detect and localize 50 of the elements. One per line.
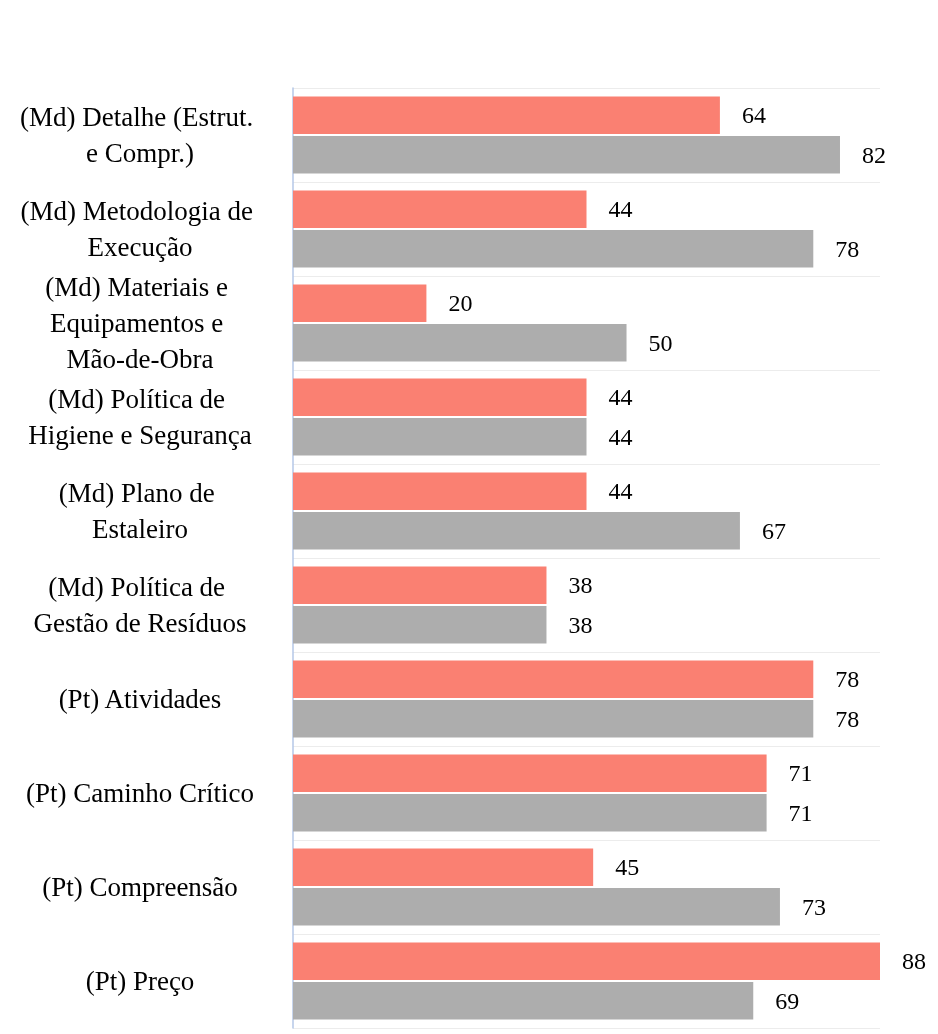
y-tick-label: (Md) Política de Gestão de Resíduos — [33, 572, 247, 638]
bar — [293, 848, 594, 887]
data-label: 50 — [648, 329, 673, 356]
bar — [293, 660, 814, 699]
data-label: 38 — [568, 611, 593, 638]
y-tick-label: (Pt) Preço — [85, 966, 195, 996]
data-label: 44 — [608, 384, 633, 411]
y-tick-label: (Pt) Compreensão — [42, 872, 238, 902]
bar — [293, 605, 547, 644]
data-label: 69 — [775, 987, 800, 1014]
bar — [293, 323, 627, 362]
data-label: 64 — [741, 102, 766, 129]
bar — [293, 284, 427, 323]
data-label: 71 — [788, 799, 813, 826]
data-label: 71 — [788, 760, 813, 787]
bar — [293, 190, 587, 229]
data-label: 78 — [835, 705, 860, 732]
bar — [293, 981, 754, 1020]
y-tick-label: (Pt) Caminho Crítico — [26, 778, 254, 808]
data-label: 44 — [608, 423, 633, 450]
y-tick-label: (Md) Detalhe (Estrut. e Compr.) — [20, 102, 260, 168]
y-tick-label: (Pt) Atividades — [58, 684, 222, 714]
bar — [293, 472, 587, 511]
bar — [293, 793, 767, 832]
bar — [293, 699, 814, 738]
data-label: 44 — [608, 196, 633, 223]
data-label: 38 — [568, 572, 593, 599]
data-label: 20 — [448, 290, 473, 317]
bar — [293, 754, 767, 793]
bar — [293, 96, 720, 135]
data-label: 88 — [902, 948, 926, 975]
y-tick-label: (Md) Materiais e Equipamentos e Mão-de-Obra — [45, 272, 235, 374]
y-tick-label: (Md) Política de Higiene e Segurança — [28, 384, 252, 450]
y-tick-label: (Md) Metodologia de Execução — [20, 196, 260, 262]
data-label: 44 — [608, 478, 633, 505]
bar — [293, 887, 780, 926]
data-label: 82 — [861, 141, 886, 168]
bar — [293, 511, 740, 550]
bar — [293, 229, 814, 268]
bar — [293, 378, 587, 417]
y-tick-label: (Md) Plano de Estaleiro — [58, 478, 222, 544]
data-label: 78 — [835, 666, 860, 693]
bar — [293, 566, 547, 605]
data-label: 78 — [835, 235, 860, 262]
bar — [293, 135, 840, 174]
data-label: 45 — [615, 854, 640, 881]
data-label: 67 — [761, 517, 786, 544]
bar — [293, 942, 880, 981]
bar — [293, 417, 587, 456]
data-label: 73 — [801, 893, 826, 920]
